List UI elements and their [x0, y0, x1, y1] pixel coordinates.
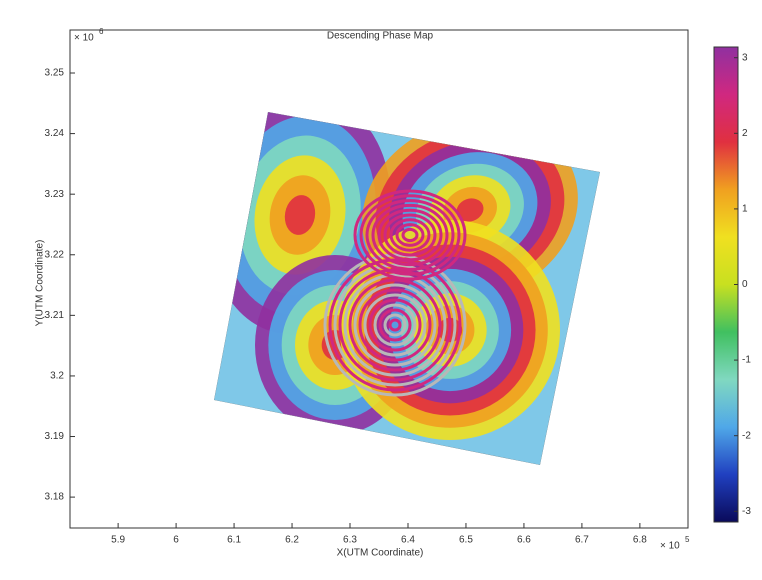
chart-title: Descending Phase Map [327, 31, 434, 42]
x-tick-label: 6 [173, 535, 179, 546]
colorbar-tick-label: 2 [742, 128, 748, 139]
x-tick-label: 6.3 [343, 535, 357, 546]
y-multiplier: × 10 [74, 33, 94, 44]
colorbar-tick-label: 3 [742, 52, 748, 63]
y-tick-label: 3.22 [45, 249, 65, 260]
colorbar-tick-label: 1 [742, 204, 748, 215]
x-tick-label: 6.2 [285, 535, 299, 546]
y-tick-label: 3.2 [50, 371, 64, 382]
x-multiplier: × 10 [660, 541, 680, 552]
x-axis-label: X(UTM Coordinate) [337, 548, 424, 559]
x-tick-label: 6.4 [401, 535, 415, 546]
x-tick-label: 6.1 [227, 535, 241, 546]
x-exponent: 5 [685, 535, 690, 544]
x-tick-label: 6.8 [633, 535, 647, 546]
colorbar-tick-label: -2 [742, 430, 751, 441]
colorbar-tick-label: -1 [742, 355, 751, 366]
colorbar-tick-label: 0 [742, 279, 748, 290]
colorbar-tick-label: -3 [742, 506, 751, 517]
y-tick-label: 3.23 [45, 189, 65, 200]
x-tick-label: 6.5 [459, 535, 473, 546]
chart: Descending Phase Map X(UTM Coordinate) Y… [0, 0, 762, 575]
y-tick-label: 3.19 [45, 431, 65, 442]
y-tick-label: 3.24 [45, 128, 65, 139]
x-tick-label: 6.6 [517, 535, 531, 546]
x-tick-label: 5.9 [111, 535, 125, 546]
y-exponent: 6 [99, 27, 104, 36]
y-tick-label: 3.21 [45, 310, 65, 321]
y-tick-label: 3.18 [45, 492, 65, 503]
x-tick-label: 6.7 [575, 535, 589, 546]
y-tick-label: 3.25 [45, 68, 65, 79]
